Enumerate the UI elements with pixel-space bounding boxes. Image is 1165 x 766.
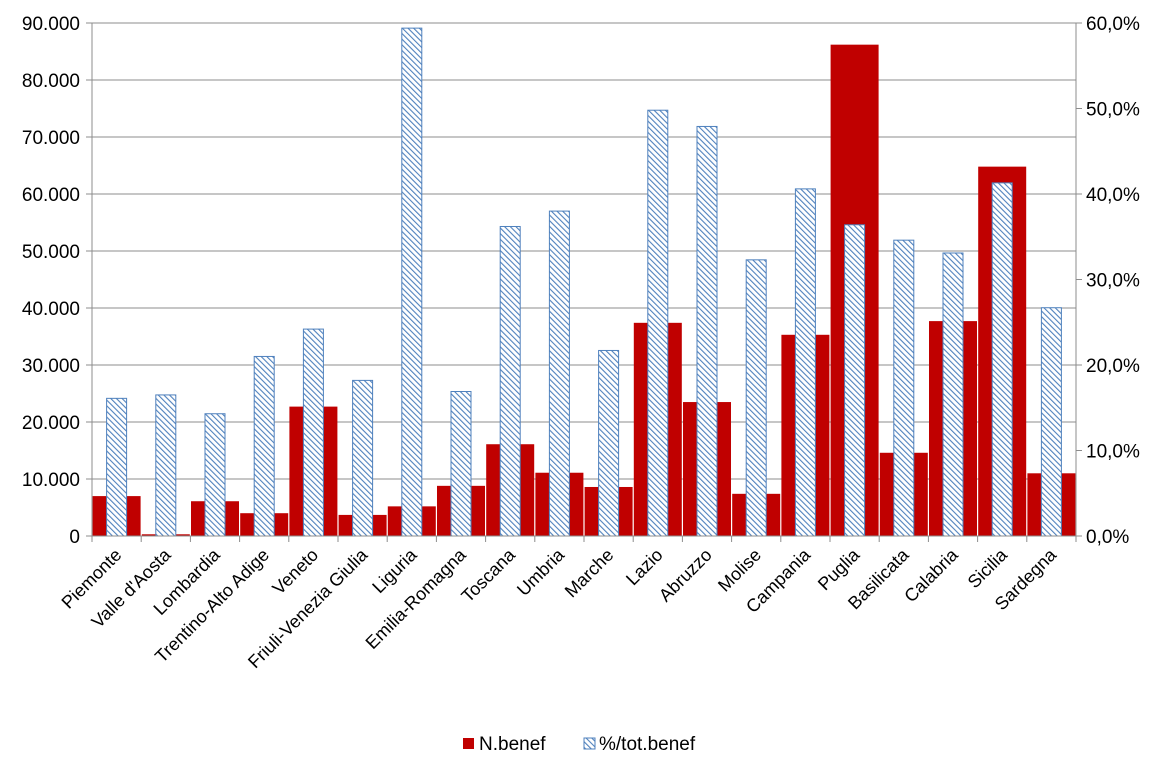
right-tick-label: 50,0% xyxy=(1086,100,1140,121)
series-pct-tot-benef xyxy=(106,27,1062,537)
bar-pct-tot-benef xyxy=(253,355,275,537)
right-tick-label: 20,0% xyxy=(1086,356,1140,377)
left-tick-label: 20.000 xyxy=(22,413,80,434)
right-tick-label: 30,0% xyxy=(1086,271,1140,292)
right-tick-label: 0,0% xyxy=(1086,527,1129,548)
bar-pct-tot-benef xyxy=(696,125,718,537)
left-tick-label: 30.000 xyxy=(22,356,80,377)
left-tick-label: 50.000 xyxy=(22,242,80,263)
left-tick-label: 10.000 xyxy=(22,470,80,491)
bar-pct-tot-benef xyxy=(1040,307,1062,537)
category-label: Marche xyxy=(561,545,618,602)
category-label: Abruzzo xyxy=(655,545,716,606)
bar-pct-tot-benef xyxy=(302,328,324,537)
category-label: Calabria xyxy=(900,544,962,606)
legend: N.benef %/tot.benef xyxy=(463,734,696,755)
left-tick-label: 90.000 xyxy=(22,14,80,35)
right-tick-label: 60,0% xyxy=(1086,14,1140,35)
bar-pct-tot-benef xyxy=(745,259,767,537)
left-tick-label: 0 xyxy=(69,527,80,548)
legend-label-pct-tot-benef: %/tot.benef xyxy=(599,734,696,755)
gridlines xyxy=(92,22,1076,480)
category-label: Sicilia xyxy=(964,544,1012,592)
right-tick-label: 10,0% xyxy=(1086,442,1140,463)
category-label: Umbria xyxy=(513,544,569,600)
series-n-benef xyxy=(92,44,1076,536)
category-label: Lazio xyxy=(622,545,667,590)
bar-pct-tot-benef xyxy=(106,397,128,537)
left-tick-label: 80.000 xyxy=(22,71,80,92)
right-axis-tick-labels: 0,0% 10,0% 20,0% 30,0% 40,0% 50,0% 60,0% xyxy=(1086,14,1140,548)
bar-pct-tot-benef xyxy=(794,188,816,537)
bar-pct-tot-benef xyxy=(942,252,964,537)
right-tick-label: 40,0% xyxy=(1086,185,1140,206)
bar-pct-tot-benef xyxy=(598,349,620,537)
left-tick-label: 60.000 xyxy=(22,185,80,206)
bar-pct-tot-benef xyxy=(401,27,423,537)
bar-pct-tot-benef xyxy=(548,210,570,537)
legend-swatch-pct-tot-benef xyxy=(583,737,596,750)
left-tick-label: 70.000 xyxy=(22,128,80,149)
axes xyxy=(86,22,1082,542)
legend-label-n-benef: N.benef xyxy=(479,734,546,755)
bar-pct-tot-benef xyxy=(352,379,374,537)
bar-pct-tot-benef xyxy=(204,413,226,537)
bar-pct-tot-benef xyxy=(991,182,1013,537)
category-label: Toscana xyxy=(457,544,519,606)
bars xyxy=(92,27,1076,537)
bar-pct-tot-benef xyxy=(499,225,521,537)
bar-pct-tot-benef xyxy=(844,224,866,537)
bar-pct-tot-benef xyxy=(647,109,669,537)
bar-pct-tot-benef xyxy=(893,239,915,537)
bar-pct-tot-benef xyxy=(450,391,472,537)
legend-swatch-n-benef xyxy=(463,738,474,749)
left-tick-label: 40.000 xyxy=(22,299,80,320)
bar-pct-tot-benef xyxy=(155,394,177,537)
left-axis-tick-labels: 0 10.000 20.000 30.000 40.000 50.000 60.000 70.… xyxy=(22,14,80,548)
